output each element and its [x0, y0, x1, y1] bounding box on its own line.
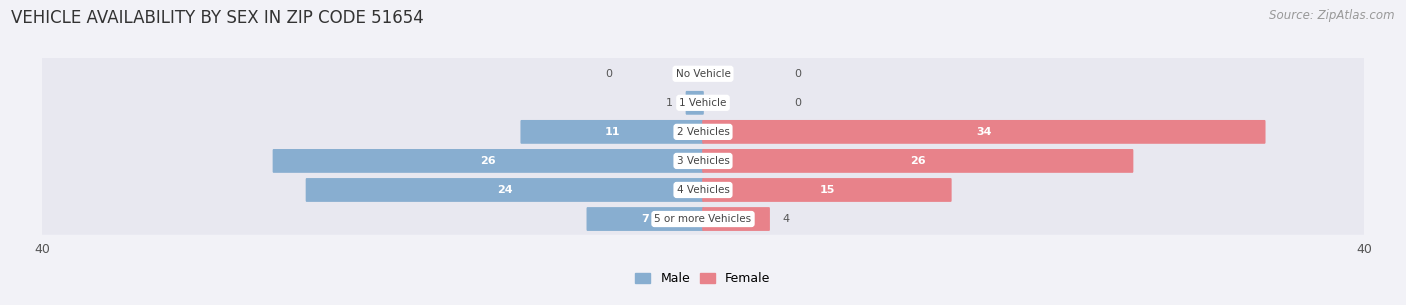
- Text: 1 Vehicle: 1 Vehicle: [679, 98, 727, 108]
- Text: 0: 0: [605, 69, 612, 79]
- FancyBboxPatch shape: [686, 91, 704, 115]
- Text: No Vehicle: No Vehicle: [675, 69, 731, 79]
- Text: 5 or more Vehicles: 5 or more Vehicles: [654, 214, 752, 224]
- Text: 3 Vehicles: 3 Vehicles: [676, 156, 730, 166]
- FancyBboxPatch shape: [31, 203, 1375, 235]
- FancyBboxPatch shape: [31, 116, 1375, 148]
- Text: 26: 26: [910, 156, 925, 166]
- Text: 26: 26: [481, 156, 496, 166]
- Text: 11: 11: [605, 127, 620, 137]
- FancyBboxPatch shape: [702, 149, 1133, 173]
- FancyBboxPatch shape: [31, 174, 1375, 206]
- Text: 24: 24: [496, 185, 513, 195]
- FancyBboxPatch shape: [31, 58, 1375, 89]
- Text: 4 Vehicles: 4 Vehicles: [676, 185, 730, 195]
- FancyBboxPatch shape: [520, 120, 704, 144]
- FancyBboxPatch shape: [31, 145, 1375, 177]
- Text: Source: ZipAtlas.com: Source: ZipAtlas.com: [1270, 9, 1395, 22]
- Text: 7: 7: [641, 214, 650, 224]
- FancyBboxPatch shape: [31, 87, 1375, 119]
- Text: 1: 1: [666, 98, 673, 108]
- Text: 34: 34: [976, 127, 991, 137]
- Text: 15: 15: [820, 185, 835, 195]
- Text: 0: 0: [794, 69, 801, 79]
- FancyBboxPatch shape: [586, 207, 704, 231]
- Text: 0: 0: [794, 98, 801, 108]
- Text: 4: 4: [782, 214, 789, 224]
- Legend: Male, Female: Male, Female: [630, 267, 776, 290]
- Text: 2 Vehicles: 2 Vehicles: [676, 127, 730, 137]
- FancyBboxPatch shape: [702, 207, 770, 231]
- Text: VEHICLE AVAILABILITY BY SEX IN ZIP CODE 51654: VEHICLE AVAILABILITY BY SEX IN ZIP CODE …: [11, 9, 425, 27]
- FancyBboxPatch shape: [702, 120, 1265, 144]
- FancyBboxPatch shape: [702, 178, 952, 202]
- FancyBboxPatch shape: [273, 149, 704, 173]
- FancyBboxPatch shape: [305, 178, 704, 202]
